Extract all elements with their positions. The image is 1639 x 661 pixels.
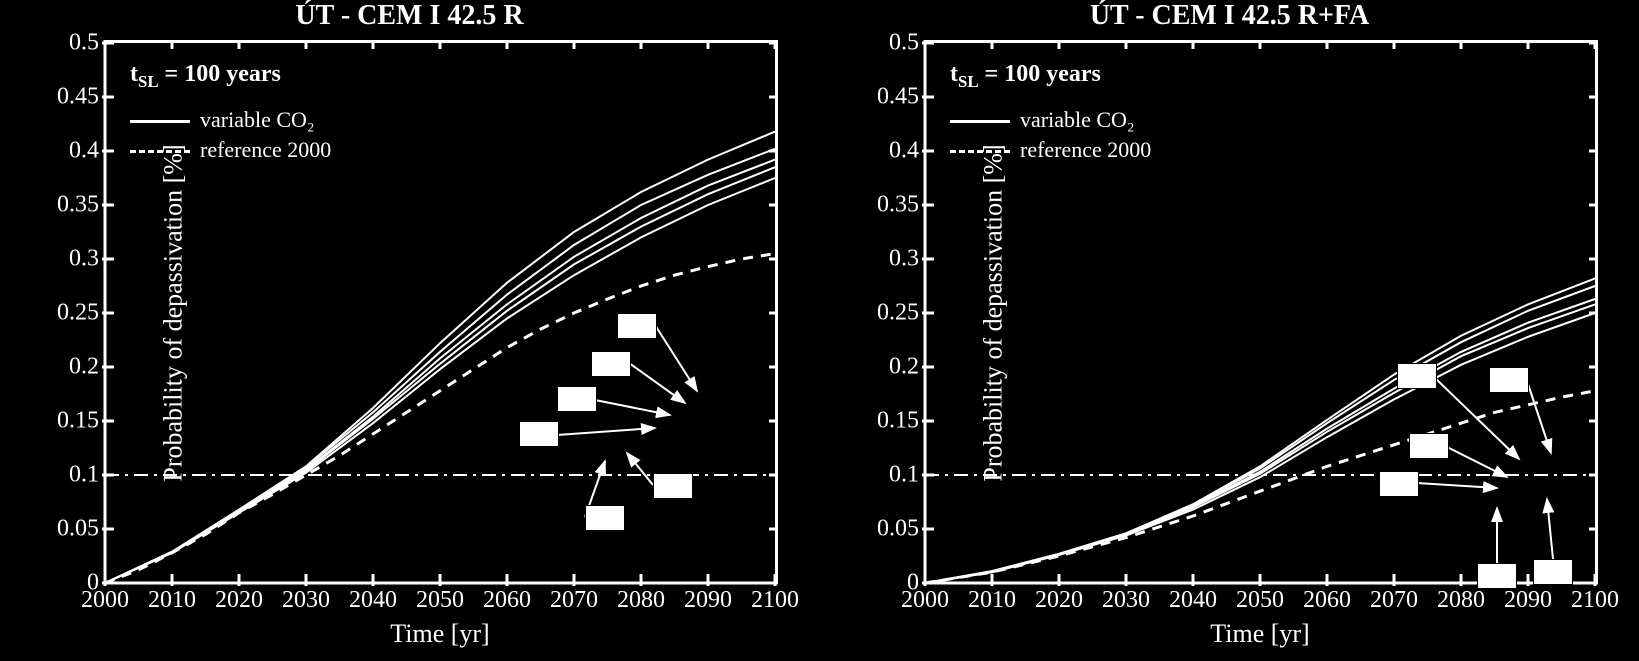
right-panel: ÚT - CEM I 42.5 R+FA Probability of depa… [820,0,1639,661]
callout-box [1409,433,1449,459]
callout-box [1397,363,1437,389]
legend-item: variable CO₂ [1020,107,1135,133]
callout-box [1477,563,1517,589]
callout-box [1379,471,1419,497]
left-panel: ÚT - CEM I 42.5 R Probability of depassi… [0,0,819,661]
callout-box [617,313,657,339]
callout-box [557,386,597,412]
plot-left: Probability of depassivation [%] Time [y… [105,40,778,583]
legend-item: variable CO₂ [200,107,315,133]
plot-right: Probability of depassivation [%] Time [y… [925,40,1598,583]
annotation-tsl: tSL = 100 years [130,61,281,92]
chart-title-right: ÚT - CEM I 42.5 R+FA [820,0,1639,32]
callout-box [1533,559,1573,585]
chart-title-left: ÚT - CEM I 42.5 R [0,0,819,32]
legend-left: variable CO₂ reference 2000 [130,103,331,163]
legend-right: variable CO₂ reference 2000 [950,103,1151,163]
x-axis-label: Time [yr] [105,619,775,649]
x-axis-label: Time [yr] [925,619,1595,649]
annotation-tsl: tSL = 100 years [950,61,1101,92]
callout-box [519,421,559,447]
figure: ÚT - CEM I 42.5 R Probability of depassi… [0,0,1639,661]
legend-item: reference 2000 [1020,137,1151,163]
callout-box [591,351,631,377]
callout-box [1489,367,1529,393]
legend-item: reference 2000 [200,137,331,163]
callout-box [653,473,693,499]
callout-box [585,505,625,531]
